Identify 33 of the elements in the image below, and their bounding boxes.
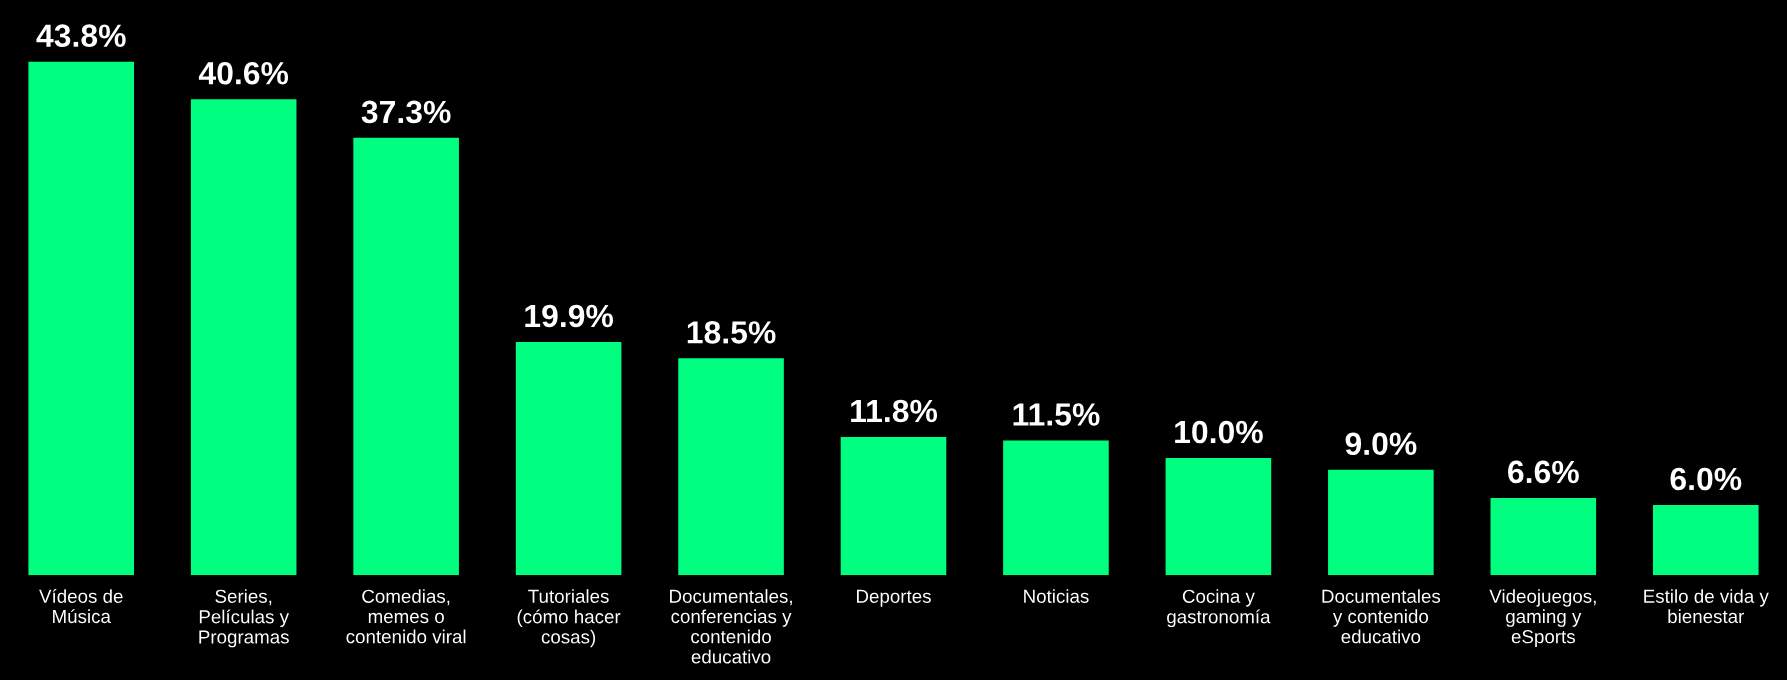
data-label: 10.0% bbox=[1175, 420, 1263, 444]
bar bbox=[1328, 469, 1434, 576]
x-tick-label: Cocina y gastronomía bbox=[1167, 589, 1271, 628]
x-tick-label: Comedias, memes o contenido viral bbox=[346, 589, 466, 644]
x-tick-label: Deportes bbox=[857, 589, 931, 607]
bar bbox=[840, 436, 947, 576]
data-label: 43.8% bbox=[36, 24, 126, 48]
bar bbox=[1165, 458, 1272, 576]
data-label: 6.6% bbox=[1508, 460, 1579, 484]
x-tick-label: Tutoriales (cómo hacer cosas) bbox=[517, 589, 621, 648]
x-tick-label: Documentales y contenido educativo bbox=[1322, 589, 1441, 644]
bar bbox=[1003, 440, 1109, 576]
bar bbox=[1652, 504, 1759, 576]
data-label: 6.0% bbox=[1670, 467, 1742, 491]
bar bbox=[353, 137, 459, 576]
bar bbox=[190, 99, 297, 576]
data-label: 19.9% bbox=[525, 304, 614, 328]
data-label: 37.3% bbox=[361, 100, 451, 124]
x-tick-label: Videojuegos, gaming y eSports bbox=[1489, 589, 1596, 648]
x-tick-label: Vídeos de Música bbox=[39, 588, 123, 624]
data-label: 11.5% bbox=[1013, 403, 1100, 426]
data-label: 40.6% bbox=[198, 61, 289, 85]
data-label: 18.5% bbox=[687, 321, 776, 344]
bar bbox=[1490, 497, 1597, 576]
x-tick-label: Series, Películas y Programas bbox=[199, 589, 289, 648]
bar bbox=[28, 61, 135, 576]
bar bbox=[515, 341, 622, 576]
data-label: 9.0% bbox=[1345, 432, 1417, 456]
bar bbox=[678, 358, 784, 576]
x-tick-label: Noticias bbox=[1024, 589, 1089, 603]
data-label: 11.8% bbox=[851, 399, 938, 423]
x-tick-label: Documentales, conferencias y contenido educativo bbox=[670, 589, 792, 664]
x-tick-label: Estilo de vida y bienestar bbox=[1644, 589, 1769, 624]
